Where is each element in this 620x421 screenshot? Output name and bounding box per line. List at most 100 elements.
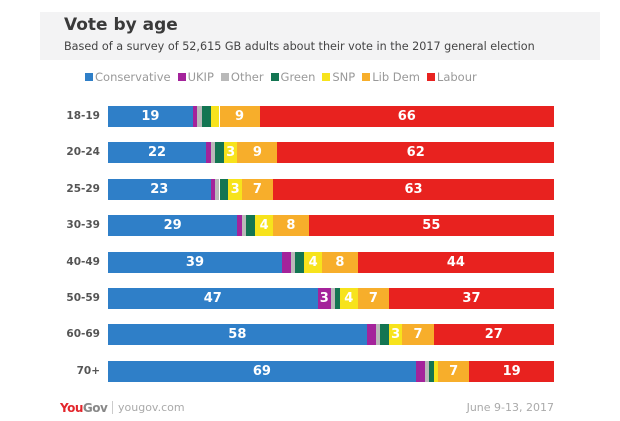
data-label: 4 [259, 218, 269, 234]
legend-item: UKIP [177, 70, 214, 84]
category-label: 50-59 [66, 292, 100, 304]
bar-segment-other [215, 178, 220, 200]
bar-segment-lib-dem: 7 [357, 288, 389, 309]
bar-segment-other [197, 106, 202, 127]
bar-segment-green [246, 215, 256, 237]
legend-label: Conservative [95, 70, 171, 84]
data-label: 9 [252, 145, 262, 161]
data-label: 3 [391, 327, 401, 343]
bar-segment-snp: 3 [223, 142, 238, 164]
data-label: 7 [449, 363, 459, 379]
data-label: 69 [252, 363, 271, 379]
bar-segment-labour: 44 [357, 251, 554, 273]
bar-segment-ukip: 3 [317, 288, 331, 309]
data-label: 62 [406, 145, 425, 161]
legend-label: Other [230, 70, 264, 84]
data-label: 58 [228, 327, 247, 343]
data-label: 27 [484, 327, 503, 343]
data-label: 44 [446, 254, 465, 270]
data-label: 55 [422, 218, 441, 234]
legend-item: Labour [426, 70, 477, 84]
logo-gov: Gov [82, 401, 108, 415]
bar-segment-snp [210, 106, 220, 127]
legend-item: Conservative [85, 70, 171, 84]
bar-segment-other [210, 142, 216, 164]
bar-segment-green [429, 360, 434, 382]
bar-segment-lib-dem: 8 [322, 251, 358, 273]
bar-segment-labour: 19 [469, 360, 554, 382]
data-label: 29 [163, 218, 182, 234]
data-label: 39 [185, 254, 205, 270]
bar-segment-other [424, 360, 430, 382]
data-label: 19 [502, 363, 521, 379]
bar-segment-ukip [366, 324, 376, 346]
bar-segment-snp: 4 [255, 215, 273, 237]
category-label: 18-19 [66, 110, 100, 122]
category-label: 25-29 [66, 182, 100, 195]
data-label: 3 [226, 145, 236, 161]
bar-segment-lib-dem: 9 [237, 142, 278, 164]
legend-swatch [426, 73, 435, 81]
bar-segment-lib-dem: 9 [219, 106, 260, 127]
bar-segment-ukip [237, 215, 242, 237]
category-label: 60-69 [66, 328, 100, 341]
bar-segment-snp [433, 360, 439, 382]
bar-segment-green [335, 288, 340, 309]
bar-segment-conservative: 69 [108, 360, 416, 382]
data-label: 22 [148, 145, 167, 161]
bar-segment-ukip [210, 178, 216, 200]
legend-label: Green [280, 70, 316, 84]
data-label: 66 [397, 109, 416, 124]
data-label: 7 [413, 327, 423, 343]
bar-segment-green [201, 106, 211, 127]
category-label: 70+ [76, 364, 100, 377]
bar-segment-lib-dem: 7 [402, 324, 434, 346]
category-label: 30-39 [66, 219, 100, 232]
legend-item: Green [270, 70, 316, 84]
legend-swatch [85, 73, 93, 81]
data-label: 47 [203, 291, 222, 306]
bar-segment-conservative: 39 [108, 251, 282, 273]
bar-segment-other [290, 251, 296, 273]
legend-item: SNP [322, 70, 355, 84]
data-label: 4 [344, 291, 354, 306]
chart-title: Vote by age [64, 15, 178, 35]
data-label: 37 [462, 291, 481, 306]
footer-date: June 9-13, 2017 [466, 401, 554, 414]
legend-swatch [177, 73, 186, 81]
bar-segment-ukip [192, 106, 198, 127]
data-label: 63 [404, 181, 423, 197]
legend-label: UKIP [187, 70, 214, 84]
legend-swatch [220, 73, 229, 81]
legend-swatch [270, 73, 279, 81]
category-label: 20-24 [66, 146, 100, 159]
bar-segment-lib-dem: 7 [438, 360, 470, 382]
bar-segment-ukip [206, 142, 211, 164]
data-label: 8 [286, 218, 296, 234]
bar-segment-labour: 27 [433, 324, 554, 346]
data-label: 4 [308, 254, 318, 270]
bar-segment-other [331, 288, 336, 309]
logo-you: You [60, 401, 83, 415]
bar-segment-ukip [415, 360, 425, 382]
bar-segment-green [295, 251, 305, 273]
bar-segment-conservative: 22 [108, 142, 207, 164]
legend-item: Other [220, 70, 264, 84]
data-label: 7 [368, 291, 378, 306]
bar-segment-lib-dem: 8 [273, 215, 309, 237]
bar-segment-conservative: 23 [108, 178, 211, 200]
legend-swatch [322, 73, 331, 81]
data-label: 3 [319, 291, 329, 306]
bar-segment-labour: 63 [273, 178, 554, 200]
bar-segment-conservative: 29 [108, 215, 238, 237]
footer-url: yougov.com [112, 401, 185, 414]
data-label: 8 [335, 254, 345, 270]
bar-segment-labour: 37 [388, 288, 554, 309]
data-label: 19 [141, 109, 160, 124]
category-label: 40-49 [66, 255, 100, 268]
data-label: 23 [150, 181, 169, 197]
bar-segment-conservative: 47 [108, 288, 318, 309]
bar-segment-labour: 62 [277, 142, 554, 164]
data-label: 3 [230, 181, 240, 197]
bar-segment-conservative: 19 [108, 106, 193, 127]
